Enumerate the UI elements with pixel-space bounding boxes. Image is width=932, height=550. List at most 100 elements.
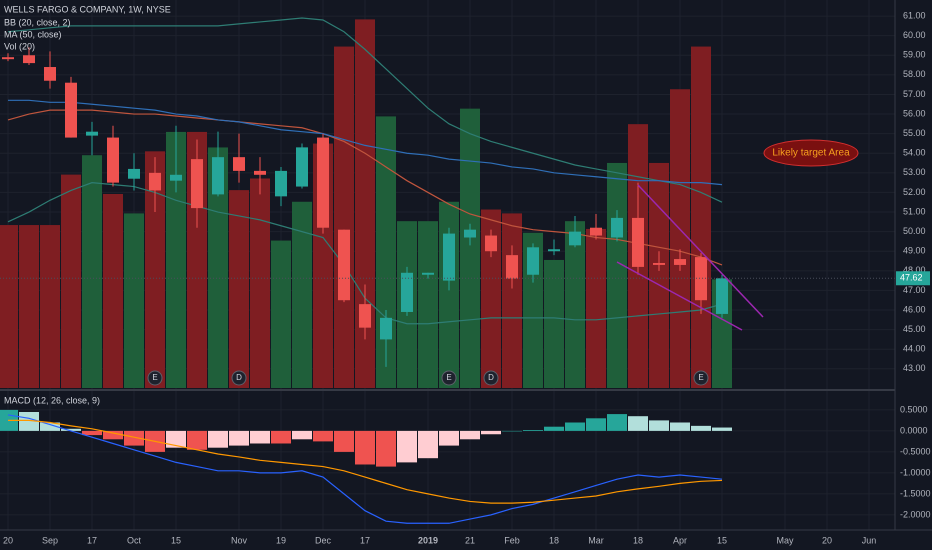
y-tick-label: 49.00 [903,246,926,256]
y-tick-label: 59.00 [903,50,926,60]
y-tick-label: 55.00 [903,128,926,138]
y-tick-label: 54.00 [903,148,926,158]
event-label: E [152,373,157,382]
event-marker [231,370,247,386]
x-tick-label: 18 [633,535,643,545]
trend-line [637,184,764,318]
x-tick-label: 2019 [418,535,438,545]
x-tick-label: Jun [862,535,877,545]
candle-body [422,272,434,275]
volume-bar [40,225,60,388]
indicator-label: BB (20, close, 2) [4,17,71,27]
y-tick-label: 0.0000 [900,425,928,435]
volume-bar [460,108,480,388]
candle-body [569,231,581,246]
volume-bar [418,221,438,388]
volume-bar [271,240,291,388]
macd-histogram-bar [376,430,396,467]
candle-body [506,255,518,279]
x-tick-label: 18 [549,535,559,545]
macd-histogram-bar [607,414,627,431]
y-tick-label: 45.00 [903,324,926,334]
volume-bar [607,162,627,388]
y-tick-label: 53.00 [903,167,926,177]
volume-bar [61,174,81,388]
x-tick-label: 20 [822,535,832,545]
y-tick-label: -1.5000 [900,488,931,498]
x-tick-label: Sep [42,535,58,545]
x-tick-label: 21 [465,535,475,545]
macd-histogram-bar [418,430,438,459]
x-tick-label: 15 [717,535,727,545]
volume-bar [208,147,228,388]
candle-body [149,172,161,191]
volume-bar [586,228,606,388]
candle-body [275,170,287,197]
event-label: D [236,373,242,382]
macd-histogram-bar [250,430,270,444]
event-label: D [488,373,494,382]
annotation: Likely target Area [772,148,850,159]
event-marker [441,370,457,386]
candle-body [653,262,665,265]
volume-bar [250,178,270,388]
candle-body [716,278,728,314]
macd-histogram-bar [439,430,459,446]
volume-bar [229,190,249,388]
y-tick-label: 58.00 [903,69,926,79]
volume-bar [481,209,501,388]
macd-histogram-bar [628,416,648,431]
macd-histogram-bar [691,425,711,431]
event-label: E [446,373,451,382]
macd-histogram-bar [481,430,501,435]
volume-bar [103,194,123,388]
y-tick-label: -1.0000 [900,467,931,477]
candle-body [254,170,266,175]
volume-bar [334,46,354,389]
candle-body [443,233,455,281]
y-tick-label: 47.00 [903,285,926,295]
candle-body [401,272,413,312]
volume-bar [670,89,690,389]
macd-histogram-bar [103,430,123,440]
macd-histogram-bar [586,418,606,431]
volume-bar [166,131,186,389]
candle-body [548,249,560,252]
candle-body [485,235,497,252]
y-tick-label: 0.5000 [900,404,928,414]
annotation-ellipse [763,139,859,167]
y-tick-label: 46.00 [903,304,926,314]
y-tick-label: 48.00 [903,265,926,275]
volume-bar [355,19,375,389]
y-tick-label: 52.00 [903,187,926,197]
macd-histogram-bar [544,426,564,431]
macd-histogram-bar [292,430,312,440]
macd-histogram-bar [565,422,585,431]
candle-body [632,217,644,267]
volume-bar [649,162,669,388]
macd-histogram-bar [502,430,522,432]
macd-histogram-bar [19,411,39,431]
candle-body [107,137,119,183]
y-tick-label: 56.00 [903,108,926,118]
x-tick-label: Nov [231,535,248,545]
y-tick-label: 43.00 [903,363,926,373]
chart-title: WELLS FARGO & COMPANY, 1W, NYSE [4,4,171,14]
macd-histogram-bar [397,430,417,463]
candle-body [359,304,371,328]
candle-body [590,227,602,236]
volume-bar [691,46,711,389]
plot: E D E D E 47.62 [0,17,930,524]
macd-histogram-bar [166,430,186,448]
candle-body [170,174,182,181]
macd-histogram-bar [40,422,60,431]
volume-bar [565,221,585,388]
candle-body [674,259,686,265]
x-tick-label: Feb [504,535,520,545]
y-tick-label: 50.00 [903,226,926,236]
last-price-box [896,271,930,286]
event-label: E [698,373,703,382]
candle-body [44,67,56,81]
macd-histogram-bar [334,430,354,452]
candle-body [338,229,350,301]
